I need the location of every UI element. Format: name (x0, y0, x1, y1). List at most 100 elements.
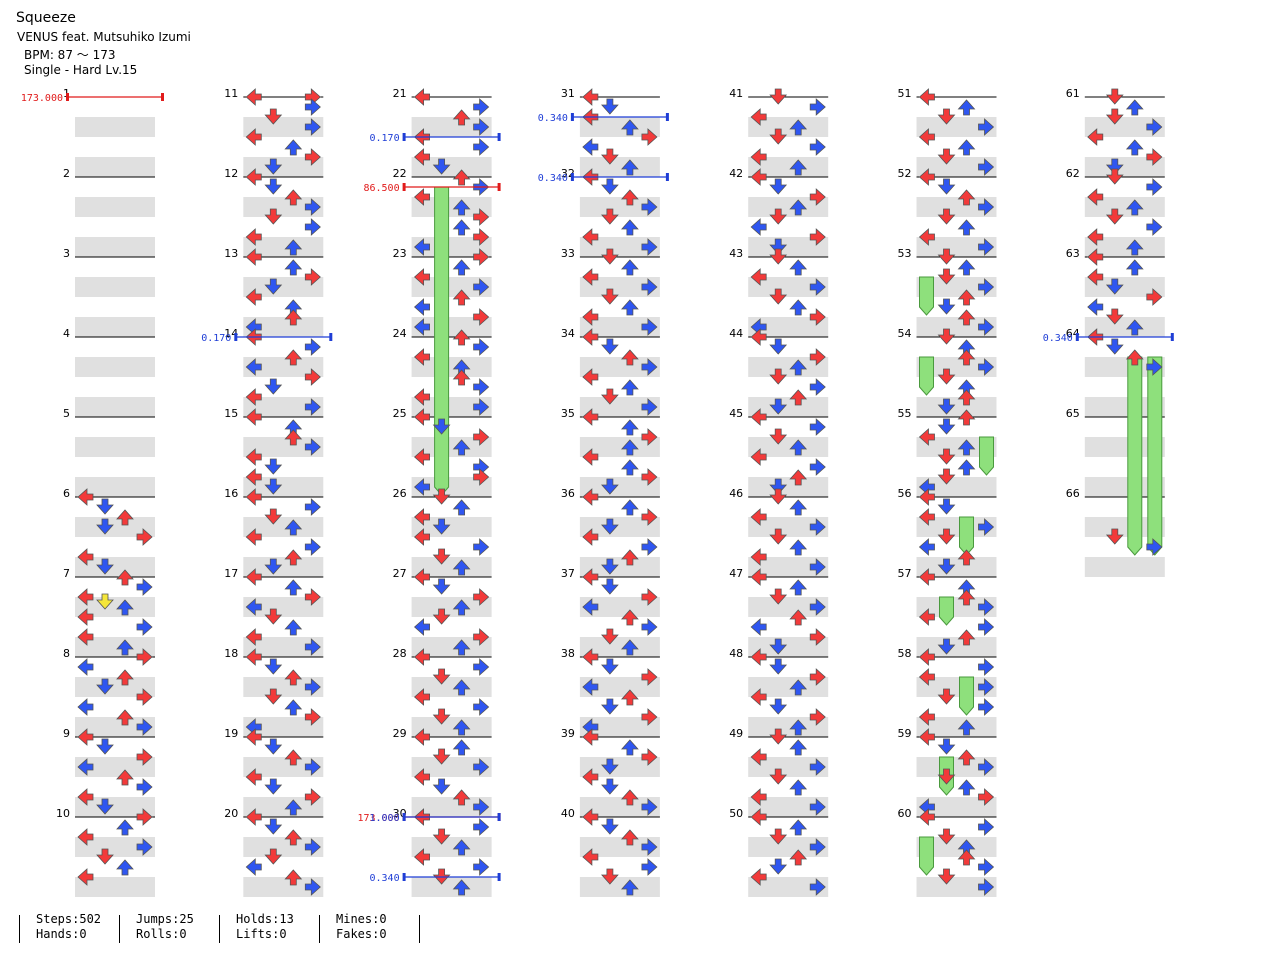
arrow-note-down (264, 608, 283, 625)
arrow-note-down (769, 728, 788, 745)
beat-shade (916, 597, 997, 617)
arrow-note-down (601, 248, 619, 265)
beat-shade (916, 477, 997, 497)
beat-shade (748, 677, 829, 697)
arrow-note-up (452, 719, 471, 736)
arrow-note-right (473, 248, 490, 266)
arrow-note-right (978, 238, 995, 256)
beat-shade (916, 197, 997, 217)
measure-number: 51 (898, 87, 912, 100)
arrow-note-up (957, 309, 976, 326)
arrow-note-left (918, 508, 935, 526)
measure-number: 40 (561, 807, 575, 820)
arrow-note-left (750, 648, 767, 666)
measure-number: 57 (898, 567, 912, 580)
arrow-note-left (413, 618, 431, 636)
arrow-note-down (769, 638, 788, 655)
arrow-note-down (769, 428, 788, 445)
arrow-note-left (77, 828, 94, 846)
arrow-note-right (304, 878, 321, 896)
arrow-note-left (750, 568, 767, 586)
arrow-note-up (284, 549, 303, 566)
measure-number: 45 (729, 407, 743, 420)
arrow-note-left (413, 448, 431, 466)
measure-number: 38 (561, 647, 575, 660)
arrow-note-down (769, 658, 788, 675)
arrow-note-up (789, 819, 808, 836)
measure-number: 55 (898, 407, 912, 420)
arrow-note-right (1146, 118, 1163, 136)
arrow-note-right (641, 278, 658, 296)
beat-shade (411, 197, 492, 217)
beat-shade (243, 717, 324, 737)
arrow-note-up (284, 139, 303, 156)
arrow-note-down (601, 338, 619, 355)
arrow-note-down (937, 208, 956, 225)
arrow-note-up (957, 409, 976, 426)
beat-shade (579, 397, 660, 417)
arrow-note-left (750, 408, 767, 426)
beat-shade (243, 837, 324, 857)
stats-divider (319, 915, 320, 943)
arrow-note-right (1146, 218, 1163, 236)
arrow-note-right (1146, 358, 1163, 376)
arrow-note-up (116, 509, 134, 526)
arrow-note-left (245, 648, 262, 666)
arrow-note-left (77, 758, 94, 776)
beat-shade (916, 317, 997, 337)
arrow-note-left (750, 808, 767, 826)
measure-number: 58 (898, 647, 912, 660)
beat-shade (579, 357, 660, 377)
arrow-note-down (937, 498, 956, 515)
arrow-note-right (641, 798, 658, 816)
arrow-note-up (789, 119, 808, 136)
arrow-note-down (769, 588, 788, 605)
arrow-note-down (432, 158, 451, 175)
beat-shade (243, 677, 324, 697)
arrow-note-left (918, 648, 935, 666)
beat-shade (411, 357, 492, 377)
arrow-note-left (750, 318, 767, 336)
arrow-note-down (264, 508, 283, 525)
arrow-note-down (937, 448, 956, 465)
beat-shade (243, 157, 324, 177)
arrow-note-left (245, 628, 262, 646)
measure-number: 48 (729, 647, 743, 660)
arrow-note-left (582, 138, 599, 156)
arrow-note-down (937, 738, 956, 755)
arrow-note-right (641, 588, 658, 606)
beat-shade (748, 717, 829, 737)
arrow-note-left (918, 168, 935, 186)
beat-shade (1084, 157, 1165, 177)
arrow-note-right (473, 468, 490, 486)
arrow-note-right (136, 748, 153, 766)
arrow-note-up (284, 349, 303, 366)
arrow-note-left (918, 808, 935, 826)
arrow-note-up (621, 189, 639, 206)
stat-fakes: Fakes:0 (336, 927, 387, 941)
arrow-note-down (769, 828, 788, 845)
bpm-change-cap (402, 183, 406, 191)
hold-note-up (959, 516, 974, 556)
arrow-note-left (750, 688, 767, 706)
arrow-note-up (621, 439, 639, 456)
beat-shade (75, 517, 155, 537)
measure-number: 7 (63, 567, 70, 580)
measure-number: 49 (729, 727, 743, 740)
arrow-note-down (769, 248, 788, 265)
arrow-note-up (116, 859, 134, 876)
arrow-note-left (77, 628, 94, 646)
measure-number: 5 (63, 407, 70, 420)
measure-number: 56 (898, 487, 912, 500)
arrow-note-right (809, 188, 826, 206)
beat-shade (1084, 357, 1165, 377)
arrow-note-up (621, 689, 639, 706)
arrow-note-up (789, 849, 808, 866)
beat-shade (916, 637, 997, 657)
measure-number: 41 (729, 87, 743, 100)
arrow-note-left (918, 488, 935, 506)
arrow-note-right (978, 518, 995, 536)
beat-shade (916, 877, 997, 897)
arrow-note-down (769, 238, 788, 255)
arrow-note-down (769, 178, 788, 195)
